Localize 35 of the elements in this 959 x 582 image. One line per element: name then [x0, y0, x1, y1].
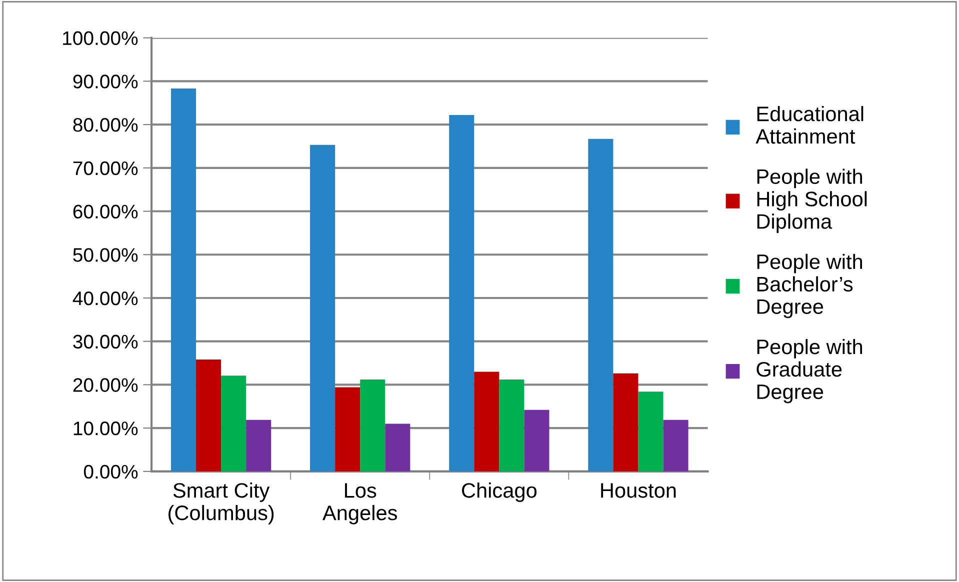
- bar: [588, 138, 614, 472]
- y-tick-label: 40.00%: [72, 291, 138, 306]
- bar: [613, 373, 638, 472]
- bar: [474, 372, 500, 472]
- y-tick-label: 30.00%: [73, 334, 138, 349]
- bar: [638, 392, 664, 472]
- y-tick-label: 60.00%: [73, 204, 138, 219]
- bar: [360, 380, 386, 472]
- y-tick-label: 100.00%: [63, 31, 138, 46]
- y-tick-label: 90.00%: [73, 74, 138, 88]
- bar: [246, 420, 272, 472]
- bar: [385, 424, 410, 472]
- bar: [499, 380, 524, 472]
- bar: [221, 376, 246, 472]
- bar: [449, 115, 474, 472]
- legend-label: People with Graduate Degree: [756, 338, 862, 404]
- x-tick-label: Houston: [601, 483, 676, 498]
- y-tick-label: 70.00%: [73, 161, 138, 176]
- bar: [170, 88, 196, 472]
- x-tick-label: Los Angeles: [322, 483, 397, 524]
- bar: [310, 144, 336, 472]
- y-tick-label: 80.00%: [73, 118, 138, 132]
- bar: [524, 410, 550, 472]
- bar: [196, 360, 222, 472]
- legend-label: Educational Attainment: [756, 106, 864, 144]
- bar: [663, 420, 688, 472]
- bar: [335, 387, 360, 472]
- y-tick-label: 50.00%: [73, 248, 138, 262]
- y-tick-label: 20.00%: [73, 378, 138, 392]
- legend-label: People with Bachelor’s Degree: [757, 254, 862, 318]
- x-tick-label: Smart City (Columbus): [168, 482, 274, 524]
- y-tick-label: 10.00%: [74, 422, 138, 436]
- x-tick-label: Chicago: [462, 482, 537, 502]
- legend-label: People with High School Diploma: [757, 168, 867, 233]
- y-tick-label: 0.00%: [84, 464, 138, 479]
